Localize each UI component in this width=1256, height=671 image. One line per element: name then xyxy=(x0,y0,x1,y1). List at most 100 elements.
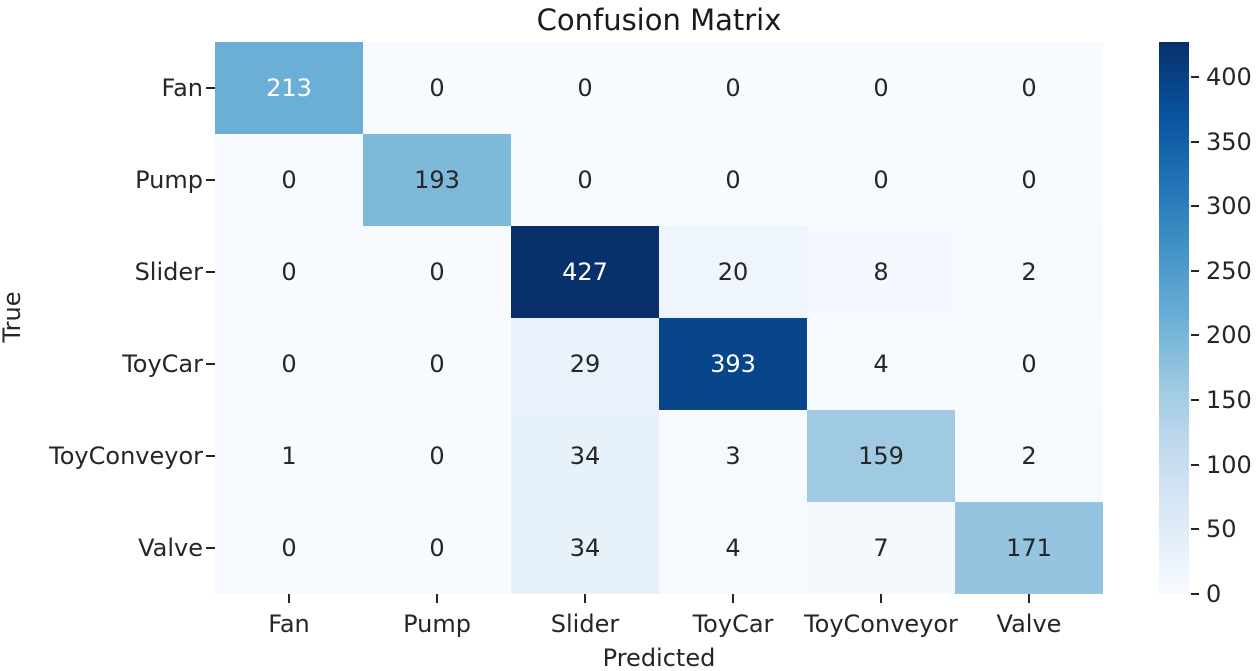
heatmap-cell: 393 xyxy=(659,318,807,410)
colorbar-tick-label: 0 xyxy=(1206,580,1222,608)
heatmap-cell: 213 xyxy=(215,42,363,134)
heatmap-cell: 8 xyxy=(807,226,955,318)
x-axis-label: Predicted xyxy=(602,644,716,671)
y-tick-label: Slider xyxy=(134,258,203,286)
cell-value: 0 xyxy=(281,166,297,194)
cell-value: 8 xyxy=(873,258,889,286)
x-tick-label: ToyCar xyxy=(692,610,774,638)
colorbar-tick-label: 250 xyxy=(1206,256,1252,285)
x-tick-mark xyxy=(880,594,882,603)
cell-value: 0 xyxy=(429,74,445,102)
x-tick-mark xyxy=(732,594,734,603)
cell-value: 0 xyxy=(1021,350,1037,378)
cell-value: 171 xyxy=(1006,534,1052,562)
cell-value: 0 xyxy=(281,350,297,378)
cell-value: 0 xyxy=(1021,74,1037,102)
y-tick-mark xyxy=(206,87,215,89)
cell-value: 7 xyxy=(873,534,889,562)
cell-value: 0 xyxy=(429,350,445,378)
colorbar-tick-label: 100 xyxy=(1206,450,1252,479)
colorbar-tick-mark xyxy=(1191,269,1199,272)
cell-value: 0 xyxy=(1021,166,1037,194)
colorbar-tick-label: 200 xyxy=(1206,321,1252,350)
cell-value: 0 xyxy=(725,74,741,102)
heatmap-cell: 4 xyxy=(659,502,807,594)
x-tick-mark xyxy=(584,594,586,603)
heatmap-cell: 3 xyxy=(659,410,807,502)
heatmap-cell: 2 xyxy=(955,226,1103,318)
x-tick-mark xyxy=(436,594,438,603)
heatmap-cell: 0 xyxy=(363,410,511,502)
heatmap-cell: 20 xyxy=(659,226,807,318)
heatmap-cell: 0 xyxy=(363,318,511,410)
colorbar-tick-mark xyxy=(1191,75,1199,78)
heatmap-cell: 193 xyxy=(363,134,511,226)
y-tick-mark xyxy=(206,271,215,273)
cell-value: 193 xyxy=(414,166,460,194)
cell-value: 0 xyxy=(577,166,593,194)
y-axis-label: True xyxy=(0,291,26,343)
y-tick-label: Valve xyxy=(138,534,203,562)
cell-value: 0 xyxy=(429,258,445,286)
cell-value: 159 xyxy=(858,442,904,470)
heatmap-cell: 0 xyxy=(659,134,807,226)
cell-value: 2 xyxy=(1021,258,1037,286)
heatmap-cell: 34 xyxy=(511,410,659,502)
y-tick-mark xyxy=(206,179,215,181)
heatmap-cell: 0 xyxy=(363,42,511,134)
colorbar-tick-label: 350 xyxy=(1206,127,1252,156)
cell-value: 20 xyxy=(717,258,749,286)
heatmap-cell: 29 xyxy=(511,318,659,410)
heatmap-cell: 7 xyxy=(807,502,955,594)
y-tick-mark xyxy=(206,547,215,549)
heatmap-grid: 213 0 0 0 0 0 0 193 0 0 0 0 0 0 427 20 8 2 0 0 29 393 4 0 1 0 34 3 1… xyxy=(215,42,1103,594)
colorbar-tick-mark xyxy=(1191,399,1199,402)
heatmap-cell: 0 xyxy=(511,42,659,134)
heatmap-cell: 0 xyxy=(955,318,1103,410)
y-tick-mark xyxy=(206,363,215,365)
cell-value: 393 xyxy=(710,350,756,378)
cell-value: 3 xyxy=(725,442,741,470)
cell-value: 0 xyxy=(577,74,593,102)
cell-value: 0 xyxy=(873,74,889,102)
cell-value: 34 xyxy=(569,442,601,470)
cell-value: 0 xyxy=(281,258,297,286)
cell-value: 0 xyxy=(429,534,445,562)
colorbar-tick-label: 300 xyxy=(1206,192,1252,221)
colorbar-tick-mark xyxy=(1191,140,1199,143)
y-tick-label: Fan xyxy=(161,74,203,102)
heatmap-cell: 2 xyxy=(955,410,1103,502)
colorbar-tick-mark xyxy=(1191,205,1199,208)
heatmap-cell: 34 xyxy=(511,502,659,594)
x-tick-label: ToyConveyor xyxy=(804,610,958,638)
heatmap-cell: 0 xyxy=(363,226,511,318)
heatmap-cell: 427 xyxy=(511,226,659,318)
x-tick-label: Valve xyxy=(996,610,1062,638)
cell-value: 1 xyxy=(281,442,297,470)
colorbar-tick-label: 50 xyxy=(1206,515,1237,544)
cell-value: 29 xyxy=(569,350,601,378)
y-tick-label: ToyCar xyxy=(122,350,203,378)
cell-value: 4 xyxy=(873,350,889,378)
heatmap-cell: 0 xyxy=(511,134,659,226)
chart-title: Confusion Matrix xyxy=(536,3,782,37)
heatmap-cell: 159 xyxy=(807,410,955,502)
heatmap-cell: 171 xyxy=(955,502,1103,594)
x-tick-label: Slider xyxy=(550,610,620,638)
heatmap-cell: 0 xyxy=(955,42,1103,134)
heatmap-cell: 1 xyxy=(215,410,363,502)
cell-value: 34 xyxy=(569,534,601,562)
colorbar-tick-mark xyxy=(1191,334,1199,337)
heatmap-cell: 0 xyxy=(215,318,363,410)
y-tick-label: ToyConveyor xyxy=(49,442,203,470)
cell-value: 4 xyxy=(725,534,741,562)
colorbar xyxy=(1159,42,1189,594)
cell-value: 2 xyxy=(1021,442,1037,470)
cell-value: 0 xyxy=(281,534,297,562)
heatmap-cell: 4 xyxy=(807,318,955,410)
heatmap-cell: 0 xyxy=(363,502,511,594)
colorbar-tick-mark xyxy=(1191,528,1199,531)
cell-value: 427 xyxy=(562,258,608,286)
colorbar-tick-label: 400 xyxy=(1206,62,1252,91)
